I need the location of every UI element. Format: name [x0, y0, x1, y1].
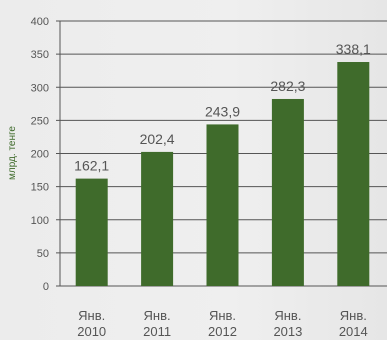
y-tick-label: 200 [31, 149, 49, 161]
category-label-year: 2014 [339, 324, 368, 339]
category-label-year: 2013 [273, 324, 302, 339]
bar [272, 99, 304, 286]
y-axis-label: млрд. тенге [7, 126, 18, 180]
bar [337, 62, 369, 286]
bar [141, 152, 173, 286]
y-tick-label: 100 [31, 215, 49, 227]
bar [207, 124, 239, 286]
y-tick-label: 0 [43, 281, 49, 293]
category-label-month: Янв. [78, 308, 105, 323]
y-tick-label: 350 [31, 49, 49, 61]
category-label-year: 2010 [77, 324, 106, 339]
category-label-month: Янв. [274, 308, 301, 323]
category-label-year: 2012 [208, 324, 237, 339]
y-tick-label: 50 [37, 248, 49, 260]
category-label-month: Янв. [144, 308, 171, 323]
data-label: 162,1 [74, 158, 109, 174]
y-tick-label: 300 [31, 82, 49, 94]
category-label-month: Янв. [340, 308, 367, 323]
category-label-year: 2011 [143, 324, 171, 339]
y-tick-label: 400 [31, 16, 49, 28]
y-tick-label: 150 [31, 182, 49, 194]
data-label: 338,1 [336, 41, 371, 57]
data-label: 202,4 [140, 131, 175, 147]
y-tick-labels: 0 50 100 150 200 250 300 350 400 [31, 16, 49, 293]
y-tick-label: 250 [31, 115, 49, 127]
bar [76, 179, 108, 286]
data-label: 282,3 [270, 78, 305, 94]
category-label-month: Янв. [209, 308, 236, 323]
data-label: 243,9 [205, 103, 240, 119]
